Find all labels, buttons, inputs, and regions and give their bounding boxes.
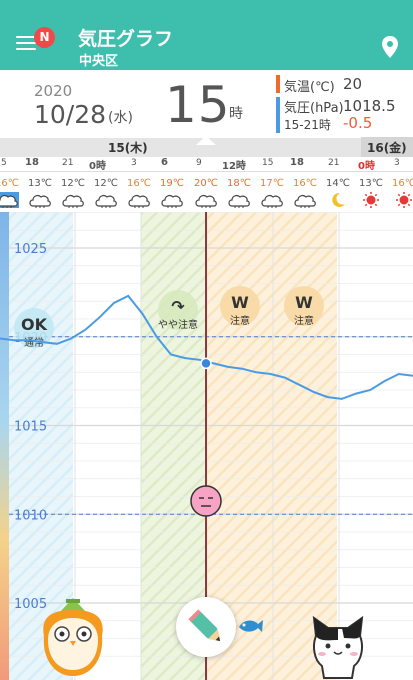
hour-label: 21 — [328, 158, 340, 168]
pressure-down-icon[interactable]: ↷ やや注意 — [158, 290, 198, 331]
temp-label: 気温(℃) — [284, 80, 335, 95]
notification-badge[interactable]: N — [34, 27, 55, 48]
hour-label: 12時 — [222, 161, 246, 172]
alert-label: 注意 — [230, 314, 250, 327]
app-header — [0, 0, 413, 70]
sun-icon — [363, 192, 379, 208]
pressure-warning-icon[interactable]: W 注意 — [284, 286, 324, 327]
mood-face-icon[interactable] — [190, 485, 222, 517]
y-tick-label: 1010 — [14, 508, 47, 523]
svg-text:W: W — [295, 293, 313, 312]
date-label: 15(木) — [108, 141, 148, 155]
pressure-warning-icon[interactable]: W 注意 — [220, 286, 260, 327]
menu-icon[interactable] — [16, 36, 36, 50]
hour-text: 15 — [165, 76, 231, 134]
hour-label: 5 — [1, 158, 7, 168]
cloud-icon — [128, 194, 150, 208]
info-panel — [0, 70, 413, 136]
temperature-label: 13℃ — [359, 178, 383, 189]
location-name[interactable]: 中央区 — [79, 54, 119, 69]
svg-text:↷: ↷ — [171, 297, 185, 316]
cloud-icon — [62, 194, 84, 208]
cloud-sun-icon — [0, 192, 19, 208]
date-label: 16(金) — [367, 141, 407, 155]
y-tick-label: 1005 — [14, 597, 47, 612]
sun-icon — [396, 192, 412, 208]
svg-text:OK: OK — [21, 315, 48, 334]
cloud-icon — [161, 194, 183, 208]
temperature-label: 13℃ — [28, 178, 52, 189]
change-range-label: 15-21時 — [284, 118, 331, 132]
temperature-label: 16℃ — [293, 178, 317, 189]
hour-label: 0時 — [358, 161, 375, 172]
temperature-label: 16℃ — [127, 178, 151, 189]
cloud-icon — [228, 194, 250, 208]
hour-label: 15 — [262, 158, 274, 168]
hour-label: 0時 — [89, 161, 106, 172]
pressure-legend-bar — [276, 97, 280, 133]
temperature-label: 19℃ — [160, 178, 184, 189]
year-text: 2020 — [34, 82, 73, 100]
pressure-value: 1018.5 — [343, 97, 396, 115]
cat-mascot-icon[interactable] — [306, 614, 370, 680]
alert-label: 注意 — [294, 314, 314, 327]
location-pin-icon[interactable] — [381, 36, 399, 58]
alert-label: やや注意 — [158, 318, 198, 331]
ok-icon[interactable]: OK 通常 — [14, 308, 54, 349]
current-value-marker — [200, 357, 212, 370]
cloud-icon — [294, 194, 316, 208]
hour-label: 21 — [62, 158, 74, 168]
hour-unit: 時 — [229, 106, 243, 122]
weekday-text: (水) — [108, 110, 133, 126]
app-title: 気圧グラフ — [78, 28, 174, 50]
hour-label: 6 — [161, 157, 168, 168]
date-strip — [0, 138, 413, 157]
current-time-pointer — [196, 136, 216, 145]
temperature-label: 16℃ — [392, 178, 413, 189]
cloud-icon — [95, 194, 117, 208]
owl-mascot-icon[interactable] — [38, 596, 108, 680]
pressure-change-value: -0.5 — [343, 114, 373, 132]
temperature-label: 12℃ — [61, 178, 85, 189]
pencil-icon — [188, 609, 221, 642]
temperature-label: 17℃ — [260, 178, 284, 189]
temperature-label: 18℃ — [227, 178, 251, 189]
date-text: 10/28 — [34, 100, 107, 129]
hour-label: 18 — [290, 157, 304, 168]
alert-label: 通常 — [24, 336, 44, 349]
hour-strip — [0, 157, 413, 172]
svg-text:W: W — [231, 293, 249, 312]
fish-icon — [239, 620, 263, 632]
y-tick-label: 1025 — [14, 242, 47, 257]
cloud-icon — [29, 194, 51, 208]
y-tick-label: 1015 — [14, 420, 47, 435]
temperature-label: 12℃ — [94, 178, 118, 189]
pressure-label: 気圧(hPa) — [284, 101, 344, 116]
temperature-label: 14℃ — [326, 178, 350, 189]
temperature-label: 20℃ — [194, 178, 218, 189]
center-pencil-button[interactable] — [176, 597, 236, 657]
normal-band — [9, 212, 73, 680]
pressure-scale-bar — [0, 212, 9, 680]
temp-legend-bar — [276, 75, 280, 93]
next-date-box — [361, 137, 413, 157]
temp-value: 20 — [343, 75, 363, 93]
hour-label: 9 — [196, 158, 202, 168]
cloud-icon — [261, 194, 283, 208]
hour-label: 3 — [131, 158, 137, 168]
hour-label: 3 — [394, 158, 400, 168]
cloud-icon — [195, 194, 217, 208]
moon-icon — [332, 192, 345, 207]
hour-label: 18 — [25, 157, 39, 168]
temperature-label: 16℃ — [0, 178, 19, 189]
